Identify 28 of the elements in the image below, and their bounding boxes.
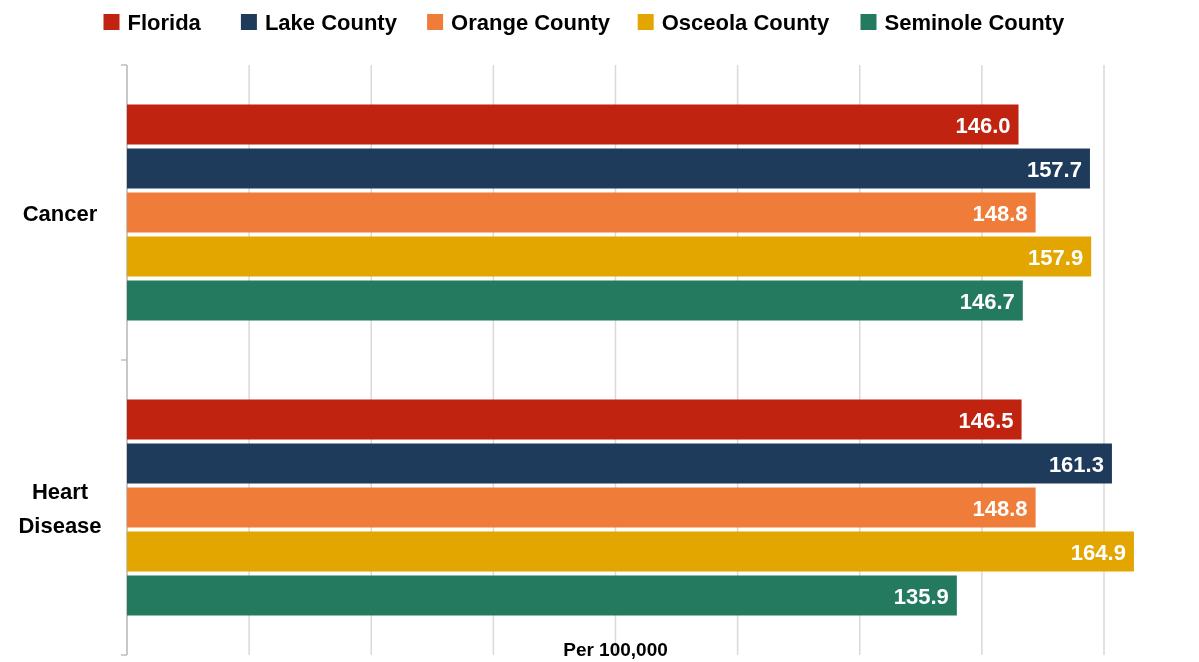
bar — [127, 148, 1090, 189]
legend-label: Orange County — [451, 10, 611, 35]
x-axis-title: Per 100,000 — [563, 639, 668, 660]
data-label: 161.3 — [1048, 451, 1104, 477]
legend-label: Osceola County — [661, 10, 830, 35]
data-label: 146.0 — [955, 112, 1011, 138]
legend-label: Florida — [127, 10, 202, 35]
legend-label: Lake County — [264, 10, 398, 35]
data-label: 146.5 — [958, 407, 1014, 433]
y-tick-label: Cancer — [22, 200, 98, 226]
data-label: 148.8 — [972, 495, 1028, 521]
bar — [127, 531, 1134, 572]
bar — [127, 192, 1036, 233]
legend-label: Seminole County — [884, 10, 1065, 35]
data-label: 148.8 — [972, 200, 1028, 226]
bar — [127, 487, 1036, 528]
bar — [127, 236, 1092, 277]
y-tick-label: Heart Disease — [18, 478, 102, 538]
data-label: 146.7 — [959, 288, 1015, 314]
bar — [127, 104, 1019, 145]
bar — [127, 575, 957, 616]
bar — [127, 399, 1022, 440]
bar — [127, 280, 1023, 321]
data-label: 157.7 — [1026, 156, 1082, 182]
data-label: 135.9 — [893, 583, 949, 609]
data-label: 157.9 — [1028, 244, 1084, 270]
data-label: 164.9 — [1070, 539, 1126, 565]
bar — [127, 443, 1112, 484]
